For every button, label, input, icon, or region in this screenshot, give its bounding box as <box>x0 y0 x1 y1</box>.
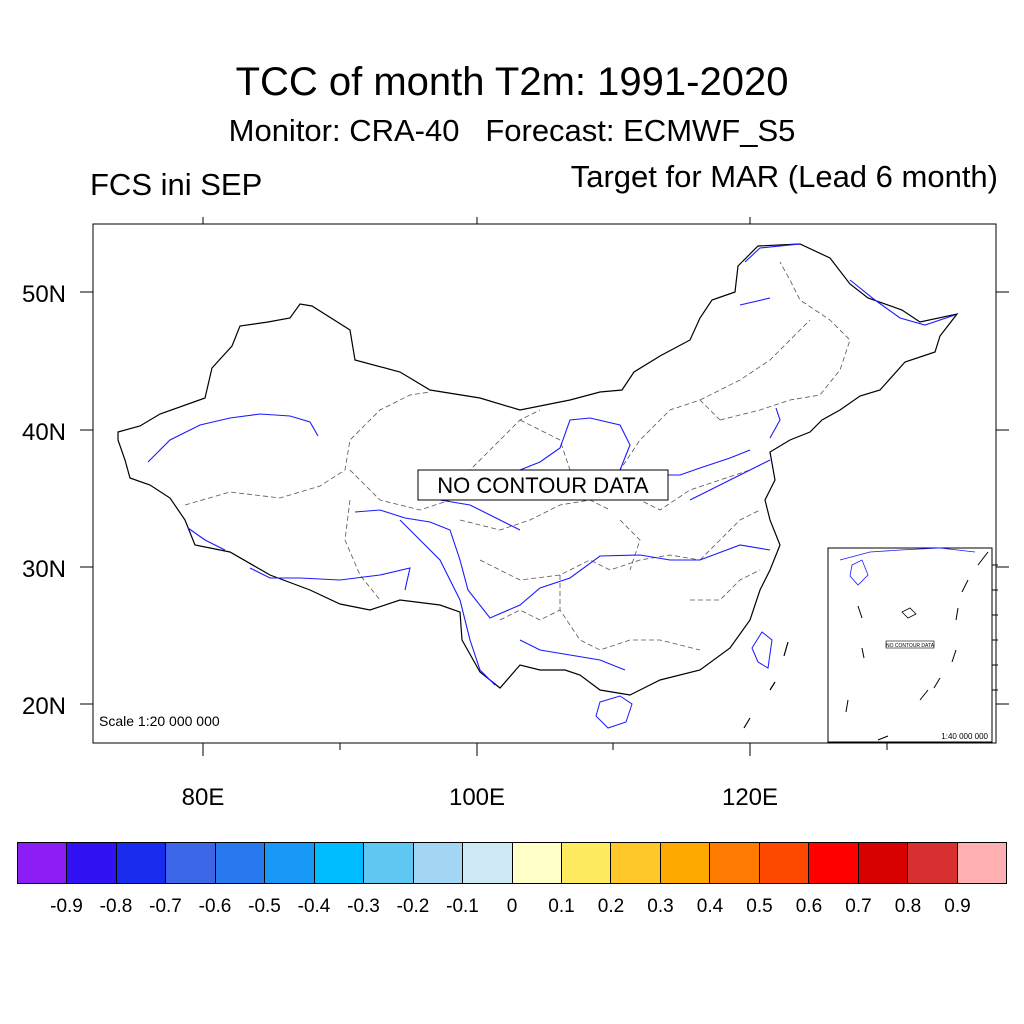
hainan-outline <box>595 695 633 729</box>
target-label: Target for MAR (Lead 6 month) <box>570 159 998 194</box>
lon-label-100e: 100E <box>449 784 505 811</box>
colorbar-box <box>215 843 266 883</box>
colorbar-box <box>660 843 711 883</box>
colorbar-box <box>561 843 612 883</box>
inset-no-data-label: NO CONTOUR DATA <box>886 643 935 649</box>
colorbar-label: -0.4 <box>297 896 331 917</box>
colorbar-label: 0.6 <box>795 896 823 917</box>
rivers <box>147 243 956 686</box>
colorbar-label: 0.5 <box>746 896 773 917</box>
colorbar-label: -0.7 <box>149 896 182 917</box>
colorbar-box <box>67 843 117 883</box>
chart-subtitle: Monitor: CRA-40 Forecast: ECMWF_S5 <box>228 113 796 148</box>
colorbar-label: 0.1 <box>548 896 575 917</box>
lon-label-80e: 80E <box>182 784 225 811</box>
colorbar-box <box>858 843 909 883</box>
colorbar-box <box>957 843 1007 883</box>
init-label: FCS ini SEP <box>90 167 263 202</box>
colorbar-label: 0.9 <box>944 896 971 917</box>
colorbar-label: -0.5 <box>248 896 281 917</box>
china-boundary <box>117 243 959 696</box>
colorbar-label: -0.8 <box>99 896 133 917</box>
colorbar-label: 0.2 <box>597 896 625 917</box>
colorbar-box <box>611 843 661 883</box>
colorbar-label: -0.9 <box>50 896 83 917</box>
colorbar-label: -0.1 <box>446 896 479 917</box>
colorbar-label: -0.3 <box>347 896 380 917</box>
colorbar-label: 0.7 <box>845 896 872 917</box>
colorbar-box <box>512 843 562 883</box>
chart-title: TCC of month T2m: 1991-2020 <box>235 60 789 104</box>
map-frame <box>92 223 997 744</box>
colorbar-box <box>18 843 68 883</box>
colorbar-label: 0.4 <box>696 896 724 917</box>
lat-label-30n: 30N <box>22 556 66 583</box>
province-boundaries <box>184 261 851 651</box>
colorbar-box <box>364 843 414 883</box>
colorbar-label: 0.8 <box>894 896 922 917</box>
colorbar-box <box>759 843 810 883</box>
island-chain <box>743 641 789 729</box>
map-scale-label: Scale 1:20 000 000 <box>99 713 220 729</box>
colorbar-box <box>314 843 365 883</box>
colorbar-box <box>166 843 216 883</box>
colorbar-box <box>413 843 464 883</box>
inset-scale-label: 1:40 000 000 <box>941 732 988 741</box>
colorbar-label: 0.3 <box>647 896 674 917</box>
south-china-sea-inset <box>827 547 998 743</box>
lat-label-50n: 50N <box>22 281 66 308</box>
axis-ticks <box>80 217 1009 756</box>
colorbar-box <box>809 843 859 883</box>
colorbar-box <box>908 843 958 883</box>
colorbar-box <box>710 843 760 883</box>
lon-label-120e: 120E <box>722 784 778 811</box>
lat-label-20n: 20N <box>22 693 66 720</box>
colorbar-box <box>463 843 513 883</box>
taiwan-outline <box>751 631 773 669</box>
colorbar-box <box>265 843 315 883</box>
lat-label-40n: 40N <box>22 419 66 446</box>
no-data-box <box>417 469 669 501</box>
colorbar-label: -0.6 <box>198 896 232 917</box>
colorbar-label: 0 <box>506 896 518 917</box>
colorbar-label: -0.2 <box>396 896 430 917</box>
colorbar <box>17 842 1007 884</box>
colorbar-box <box>116 843 167 883</box>
no-data-label: NO CONTOUR DATA <box>437 473 649 498</box>
